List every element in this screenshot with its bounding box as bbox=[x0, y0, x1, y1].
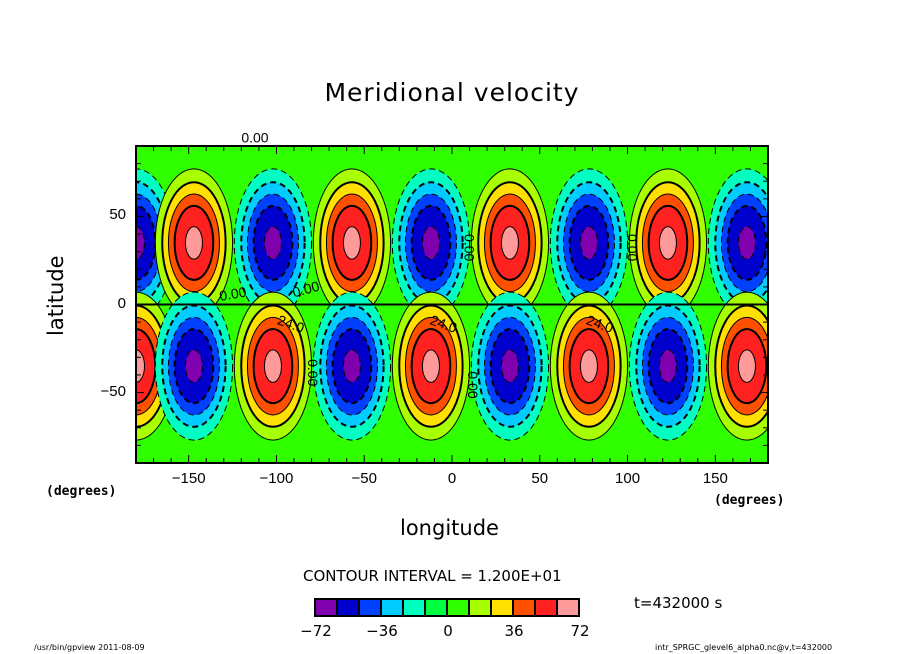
colorbar-swatch bbox=[316, 600, 338, 615]
positive-cell-contour bbox=[342, 226, 361, 260]
colorbar-tick-label: −72 bbox=[300, 622, 332, 640]
positive-cell-contour bbox=[737, 349, 756, 383]
colorbar-swatch bbox=[448, 600, 470, 615]
contour-label: 0.00 bbox=[305, 359, 321, 386]
negative-cell-contour bbox=[658, 349, 677, 383]
contour-label: 0.00 bbox=[461, 234, 477, 261]
time-label: t=432000 s bbox=[634, 594, 723, 612]
y-axis-ticks bbox=[136, 145, 768, 464]
x-tick-label: 100 bbox=[615, 470, 641, 487]
negative-cell-contour bbox=[136, 226, 145, 260]
negative-cell-contour bbox=[342, 349, 361, 383]
colorbar bbox=[314, 598, 580, 617]
colorbar-tick-label: −36 bbox=[366, 622, 398, 640]
x-units-label: (degrees) bbox=[46, 484, 117, 499]
positive-cell-contour bbox=[500, 226, 519, 260]
colorbar-swatch bbox=[492, 600, 514, 615]
contour-label: 0.00 bbox=[241, 129, 268, 145]
positive-cell-contour bbox=[658, 226, 677, 260]
y-tick-label: 50 bbox=[109, 206, 126, 224]
colorbar-swatch bbox=[360, 600, 382, 615]
contour-label: 0.00 bbox=[218, 283, 248, 304]
colorbar-swatch bbox=[514, 600, 536, 615]
colorbar-swatch bbox=[536, 600, 558, 615]
negative-cell-contour bbox=[579, 226, 598, 260]
colorbar-tick-label: 0 bbox=[443, 622, 453, 640]
contour-label: 0.00 bbox=[465, 371, 481, 398]
contour-label: 0.00 bbox=[625, 234, 641, 261]
negative-cell-contour bbox=[421, 226, 440, 260]
y-tick-label: −50 bbox=[100, 382, 126, 400]
x-tick-label: −100 bbox=[259, 470, 294, 487]
footer-source: intr_SPRGC_glevel6_alpha0.nc@v,t=432000 bbox=[655, 643, 833, 652]
negative-cell-contour bbox=[263, 226, 282, 260]
positive-cell-contour bbox=[263, 349, 282, 383]
colorbar-tick-label: 72 bbox=[570, 622, 590, 640]
footer-program-date: /usr/bin/gpview 2011-08-09 bbox=[34, 643, 145, 652]
colorbar-swatch bbox=[338, 600, 360, 615]
x-tick-label: 150 bbox=[702, 470, 728, 487]
x-units-label-right: (degrees) bbox=[714, 493, 785, 508]
colorbar-swatch bbox=[426, 600, 448, 615]
x-axis-ticks bbox=[135, 146, 769, 463]
colorbar-swatch bbox=[470, 600, 492, 615]
x-tick-label: −150 bbox=[171, 470, 206, 487]
y-axis-label: latitude bbox=[44, 255, 68, 336]
contour-interval-text: CONTOUR INTERVAL = 1.200E+01 bbox=[303, 567, 562, 585]
negative-cell-contour bbox=[500, 349, 519, 383]
y-tick-label: 0 bbox=[117, 294, 126, 312]
x-axis-label: longitude bbox=[400, 516, 499, 540]
x-tick-label: −50 bbox=[351, 470, 377, 487]
colorbar-swatch bbox=[382, 600, 404, 615]
positive-cell-contour bbox=[579, 349, 598, 383]
negative-cell-contour bbox=[184, 349, 203, 383]
positive-cell-contour bbox=[184, 226, 203, 260]
x-tick-label: 0 bbox=[447, 470, 457, 487]
colorbar-tick-label: 36 bbox=[504, 622, 524, 640]
x-tick-label: 50 bbox=[531, 470, 549, 487]
colorbar-swatch bbox=[404, 600, 426, 615]
chart-title: Meridional velocity bbox=[324, 78, 580, 107]
colorbar-swatch bbox=[558, 600, 578, 615]
contour-label: 0.00 bbox=[291, 278, 322, 301]
positive-cell-contour bbox=[421, 349, 440, 383]
negative-cell-contour bbox=[737, 226, 756, 260]
